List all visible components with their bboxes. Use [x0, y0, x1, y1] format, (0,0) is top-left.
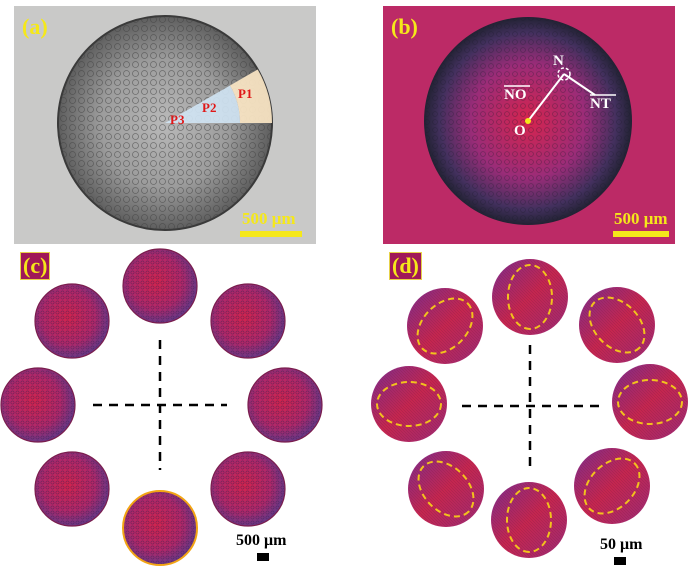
micrograph-disc [34, 283, 110, 359]
micrograph-disc [612, 364, 688, 440]
micrograph-disc [408, 451, 484, 527]
micrograph-texture [493, 260, 567, 334]
micrograph-disc [579, 287, 655, 363]
point-n-label: N [553, 53, 564, 69]
panel-d-micrograph [407, 288, 483, 364]
panel-a: (a) P1 P2 P3 500 μm [14, 6, 316, 244]
panel-d-micrograph [579, 287, 655, 363]
region-p1 [230, 69, 272, 123]
point-o-dot [525, 118, 531, 124]
panel-d-micrograph [492, 259, 568, 335]
panel-d-micrograph [612, 364, 688, 440]
micrograph-disc [210, 283, 286, 359]
panel-c-micrograph [122, 248, 198, 324]
panel-c-micrograph [34, 451, 110, 527]
micrograph-disc [122, 490, 198, 566]
panel-c-micrograph [34, 283, 110, 359]
panel-b-graphic [424, 17, 632, 225]
micrograph-texture [575, 449, 649, 523]
panel-a-scale-bar [240, 231, 302, 237]
micrograph-texture [212, 453, 284, 525]
micrograph-texture [124, 492, 196, 564]
vector-no-line [527, 73, 565, 122]
panel-a-graphic [57, 15, 273, 231]
panel-d-micrograph [371, 366, 447, 442]
region-p3-label: P3 [170, 112, 185, 127]
micrograph-disc [210, 451, 286, 527]
micrograph-disc [371, 366, 447, 442]
panel-d-micrograph [574, 448, 650, 524]
micrograph-disc [407, 288, 483, 364]
vector-nt-label: NT [590, 96, 611, 112]
dashed-boundary [416, 297, 474, 355]
vector-no-label: NO [504, 87, 527, 103]
panel-c-micrograph [210, 283, 286, 359]
dashed-boundary [588, 296, 646, 354]
micrograph-texture [249, 369, 321, 441]
micrograph-disc [574, 448, 650, 524]
micrograph-disc [0, 367, 76, 443]
panel-c-micrograph [0, 367, 76, 443]
panel-a-label: (a) [22, 14, 48, 39]
region-p2 [165, 85, 241, 123]
micrograph-texture [492, 483, 566, 557]
micrograph-texture [124, 250, 196, 322]
micrograph-texture [36, 453, 108, 525]
micrograph-disc [34, 451, 110, 527]
micrograph-texture [580, 288, 654, 362]
micrograph-texture [409, 452, 483, 526]
panel-c-label: (c) [20, 252, 51, 280]
panel-c-micrograph [122, 490, 198, 566]
panel-c-scale-text: 500 μm [236, 532, 287, 549]
panel-c-micrograph [247, 367, 323, 443]
point-n-marker [557, 67, 571, 81]
panel-a-scale-text: 500 μm [242, 209, 296, 228]
micrograph-texture [408, 289, 482, 363]
panel-d-label: (d) [389, 252, 422, 280]
micrograph-texture [2, 369, 74, 441]
dashed-boundary [617, 379, 683, 425]
panel-c-micrograph [210, 451, 286, 527]
dashed-boundary [507, 264, 553, 330]
panel-c-scale-bar [257, 553, 269, 561]
region-p1-label: P1 [238, 86, 253, 101]
dashed-boundary [417, 460, 475, 518]
panel-b: (b) N O NO NT 500 μm [383, 6, 675, 244]
dashed-boundary [376, 381, 442, 427]
panel-b-label: (b) [391, 14, 418, 39]
micrograph-texture [212, 285, 284, 357]
micrograph-disc [247, 367, 323, 443]
panel-c-ring [0, 248, 323, 566]
micrograph-texture [36, 285, 108, 357]
panel-d-micrograph [491, 482, 567, 558]
micrograph-disc [122, 248, 198, 324]
dashed-boundary [506, 487, 552, 553]
dashed-boundary [583, 457, 641, 515]
panel-d-scale-bar [614, 557, 626, 565]
panel-d-ring [371, 259, 688, 558]
vector-nt-line [563, 73, 596, 96]
panel-b-scale-bar [613, 231, 669, 237]
micrograph-disc [491, 482, 567, 558]
micrograph-texture [613, 365, 687, 439]
region-p2-label: P2 [202, 100, 217, 115]
point-o-label: O [514, 123, 526, 139]
micrograph-texture [372, 367, 446, 441]
micrograph-disc [492, 259, 568, 335]
panel-b-scale-text: 500 μm [614, 209, 668, 228]
panel-d-scale-text: 50 μm [600, 536, 643, 553]
panel-d-micrograph [408, 451, 484, 527]
